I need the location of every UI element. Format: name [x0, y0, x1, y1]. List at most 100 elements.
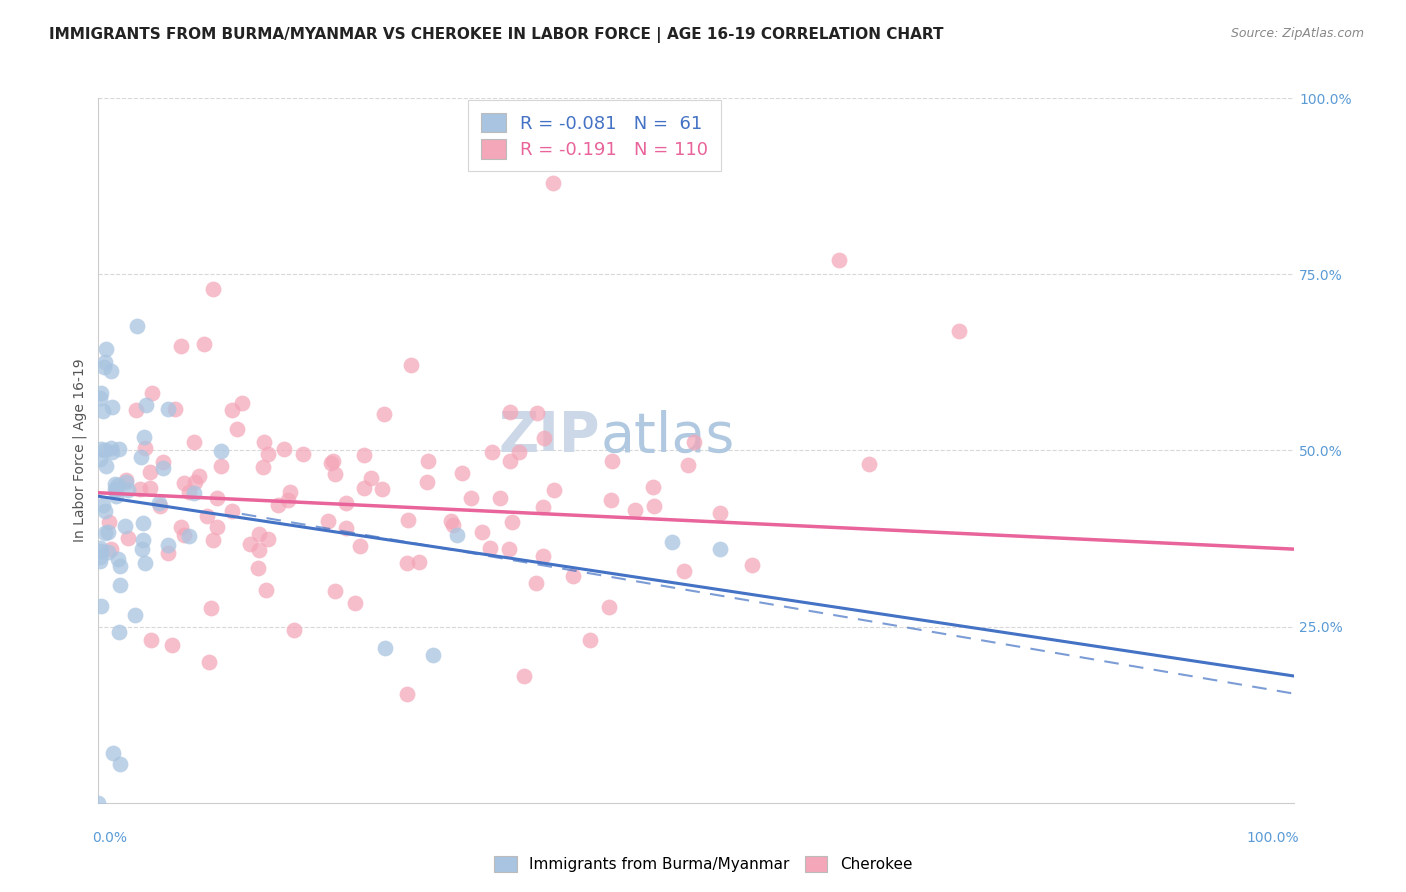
- Point: [108, 624, 131, 639]
- Point: [401, 359, 423, 373]
- Legend: Immigrants from Burma/Myanmar, Cherokee: Immigrants from Burma/Myanmar, Cherokee: [486, 848, 920, 880]
- Point: [90, 543, 112, 558]
- Point: [179, 529, 201, 543]
- Point: [139, 465, 162, 479]
- Point: [94, 525, 117, 540]
- Text: atlas: atlas: [600, 409, 735, 463]
- Legend: R = -0.081   N =  61, R = -0.191   N = 110: R = -0.081 N = 61, R = -0.191 N = 110: [468, 100, 721, 171]
- Point: [316, 514, 339, 528]
- Point: [93, 359, 115, 374]
- Point: [117, 483, 139, 498]
- Point: [184, 475, 207, 489]
- Point: [254, 583, 277, 598]
- Point: [114, 475, 136, 490]
- Point: [89, 391, 111, 405]
- Point: [149, 499, 172, 513]
- Text: 100.0%: 100.0%: [1247, 831, 1299, 845]
- Point: [741, 558, 763, 572]
- Point: [291, 446, 314, 460]
- Point: [478, 541, 501, 555]
- Point: [374, 640, 396, 655]
- Point: [661, 535, 683, 549]
- Point: [89, 541, 111, 556]
- Point: [187, 468, 209, 483]
- Point: [91, 404, 114, 418]
- Point: [104, 476, 127, 491]
- Point: [205, 520, 228, 534]
- Point: [498, 404, 520, 418]
- Point: [533, 431, 555, 445]
- Point: [543, 483, 565, 497]
- Text: IMMIGRANTS FROM BURMA/MYANMAR VS CHEROKEE IN LABOR FORCE | AGE 16-19 CORRELATION: IMMIGRANTS FROM BURMA/MYANMAR VS CHEROKE…: [49, 27, 943, 43]
- Point: [353, 481, 375, 495]
- Point: [343, 596, 366, 610]
- Point: [256, 532, 278, 546]
- Point: [273, 442, 295, 457]
- Point: [156, 537, 179, 551]
- Point: [91, 498, 114, 512]
- Point: [481, 445, 503, 459]
- Point: [141, 386, 163, 401]
- Point: [134, 556, 156, 570]
- Point: [541, 176, 564, 190]
- Point: [105, 483, 128, 497]
- Point: [323, 583, 346, 598]
- Point: [460, 491, 482, 505]
- Point: [104, 483, 127, 497]
- Point: [508, 445, 530, 459]
- Point: [396, 687, 419, 701]
- Point: [98, 515, 121, 529]
- Point: [252, 459, 274, 474]
- Point: [110, 558, 132, 573]
- Point: [498, 541, 520, 556]
- Point: [177, 485, 200, 500]
- Point: [90, 442, 112, 456]
- Point: [100, 445, 122, 459]
- Point: [170, 339, 193, 353]
- Point: [221, 504, 243, 518]
- Point: [416, 454, 439, 468]
- Point: [96, 545, 118, 559]
- Point: [513, 669, 536, 683]
- Point: [205, 491, 228, 505]
- Point: [446, 528, 468, 542]
- Point: [221, 402, 243, 417]
- Point: [396, 513, 419, 527]
- Point: [709, 506, 731, 520]
- Point: [319, 456, 342, 470]
- Point: [93, 355, 115, 369]
- Point: [643, 499, 665, 513]
- Point: [132, 516, 155, 530]
- Point: [335, 496, 357, 510]
- Point: [283, 624, 305, 638]
- Point: [90, 386, 112, 401]
- Text: 0.0%: 0.0%: [93, 831, 128, 845]
- Point: [139, 481, 162, 495]
- Point: [524, 575, 547, 590]
- Point: [125, 403, 148, 417]
- Point: [152, 455, 174, 469]
- Point: [101, 401, 124, 415]
- Point: [231, 396, 253, 410]
- Point: [89, 549, 111, 564]
- Point: [193, 337, 215, 351]
- Point: [94, 504, 117, 518]
- Point: [373, 407, 395, 421]
- Point: [163, 402, 186, 417]
- Point: [160, 638, 183, 652]
- Point: [256, 447, 278, 461]
- Point: [602, 453, 624, 467]
- Point: [89, 553, 111, 567]
- Point: [526, 406, 548, 420]
- Point: [335, 521, 357, 535]
- Point: [107, 552, 129, 566]
- Point: [93, 442, 115, 457]
- Point: [100, 364, 122, 378]
- Point: [624, 503, 647, 517]
- Point: [422, 648, 444, 662]
- Point: [97, 525, 120, 540]
- Point: [131, 533, 153, 548]
- Point: [246, 561, 269, 575]
- Point: [173, 527, 195, 541]
- Point: [579, 632, 602, 647]
